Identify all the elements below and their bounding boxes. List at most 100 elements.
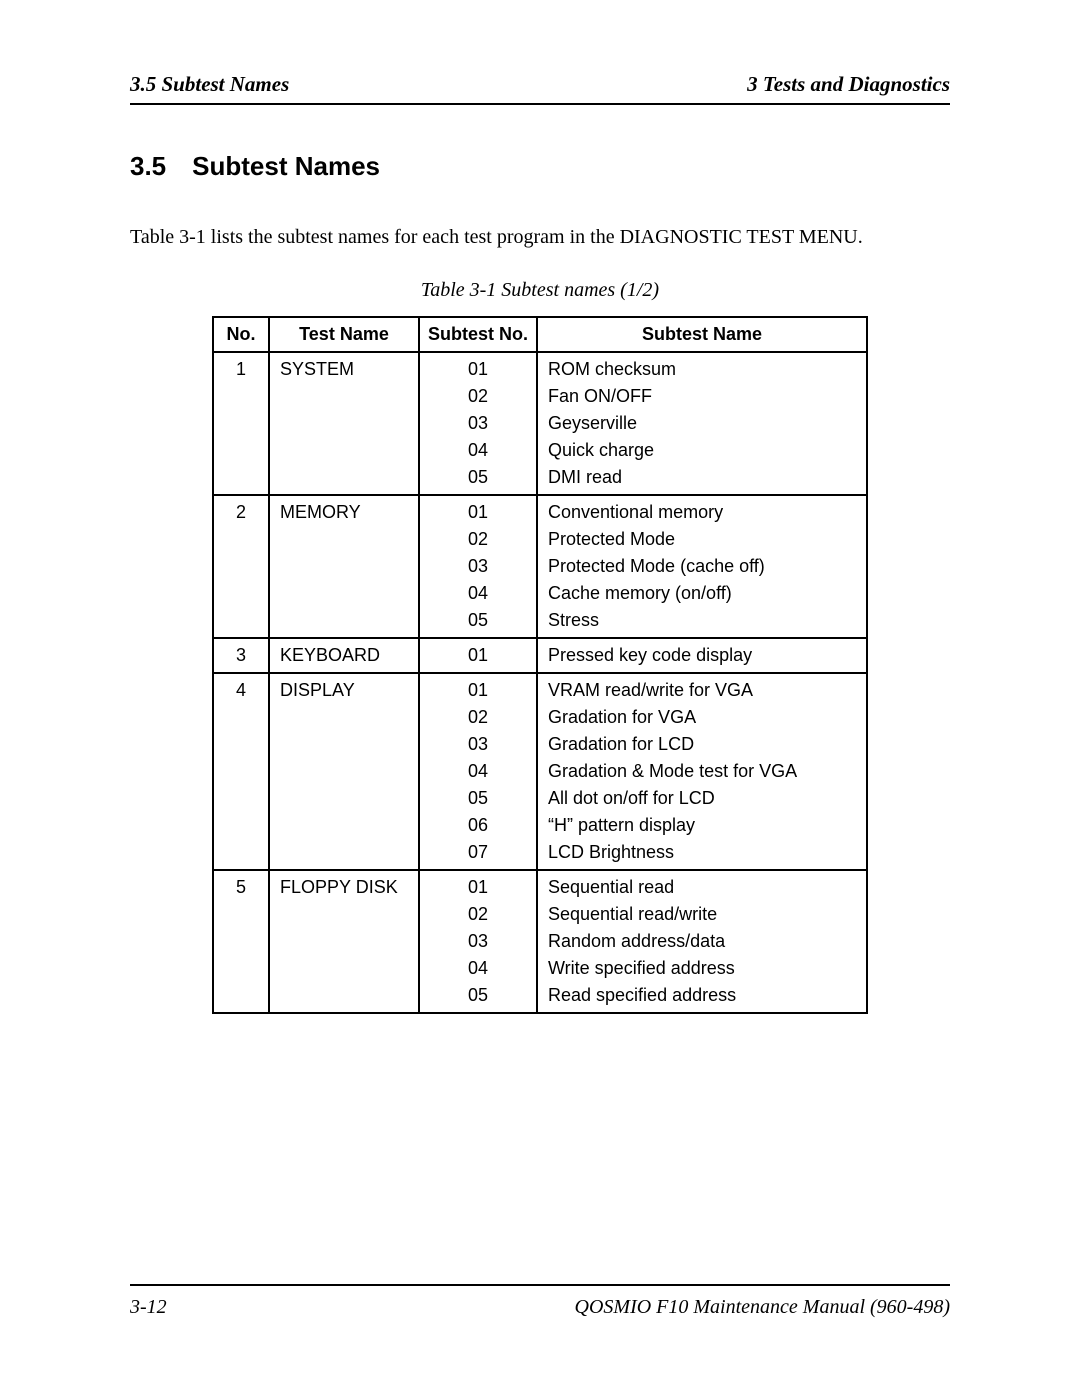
table-row: 04Quick charge bbox=[213, 437, 867, 464]
cell-test-name: SYSTEM bbox=[269, 352, 419, 383]
cell-no bbox=[213, 464, 269, 495]
col-header-subname: Subtest Name bbox=[537, 317, 867, 352]
cell-subtest-no: 07 bbox=[419, 839, 537, 870]
cell-subtest-name: Fan ON/OFF bbox=[537, 383, 867, 410]
cell-no bbox=[213, 580, 269, 607]
cell-test-name: DISPLAY bbox=[269, 673, 419, 704]
cell-no: 3 bbox=[213, 638, 269, 673]
cell-subtest-no: 02 bbox=[419, 901, 537, 928]
cell-no bbox=[213, 955, 269, 982]
cell-subtest-no: 03 bbox=[419, 731, 537, 758]
cell-no bbox=[213, 785, 269, 812]
table-row: 5FLOPPY DISK01Sequential read bbox=[213, 870, 867, 901]
cell-subtest-no: 05 bbox=[419, 464, 537, 495]
table-row: 02Protected Mode bbox=[213, 526, 867, 553]
cell-test-name bbox=[269, 464, 419, 495]
cell-subtest-name: Sequential read/write bbox=[537, 901, 867, 928]
cell-no bbox=[213, 383, 269, 410]
table-row: 05All dot on/off for LCD bbox=[213, 785, 867, 812]
table-row: 05DMI read bbox=[213, 464, 867, 495]
cell-test-name bbox=[269, 901, 419, 928]
cell-subtest-no: 01 bbox=[419, 870, 537, 901]
cell-test-name bbox=[269, 410, 419, 437]
cell-subtest-no: 02 bbox=[419, 704, 537, 731]
cell-test-name bbox=[269, 580, 419, 607]
cell-test-name bbox=[269, 955, 419, 982]
table-row: 3KEYBOARD01Pressed key code display bbox=[213, 638, 867, 673]
table-row: 02Sequential read/write bbox=[213, 901, 867, 928]
cell-subtest-no: 02 bbox=[419, 383, 537, 410]
cell-subtest-name: Gradation for LCD bbox=[537, 731, 867, 758]
cell-subtest-name: Gradation & Mode test for VGA bbox=[537, 758, 867, 785]
cell-subtest-name: Protected Mode bbox=[537, 526, 867, 553]
cell-subtest-no: 03 bbox=[419, 553, 537, 580]
cell-test-name bbox=[269, 839, 419, 870]
cell-no bbox=[213, 704, 269, 731]
cell-no bbox=[213, 758, 269, 785]
subtest-table: No. Test Name Subtest No. Subtest Name 1… bbox=[212, 316, 868, 1014]
cell-test-name bbox=[269, 758, 419, 785]
cell-subtest-name: “H” pattern display bbox=[537, 812, 867, 839]
cell-subtest-name: Quick charge bbox=[537, 437, 867, 464]
cell-no bbox=[213, 982, 269, 1013]
cell-subtest-no: 03 bbox=[419, 928, 537, 955]
cell-subtest-no: 05 bbox=[419, 607, 537, 638]
cell-subtest-no: 05 bbox=[419, 785, 537, 812]
cell-test-name bbox=[269, 704, 419, 731]
cell-subtest-no: 01 bbox=[419, 673, 537, 704]
running-header-left: 3.5 Subtest Names bbox=[130, 72, 289, 97]
page: 3.5 Subtest Names 3 Tests and Diagnostic… bbox=[0, 0, 1080, 1014]
cell-subtest-no: 05 bbox=[419, 982, 537, 1013]
table-row: 02Gradation for VGA bbox=[213, 704, 867, 731]
table-row: 05Stress bbox=[213, 607, 867, 638]
col-header-no: No. bbox=[213, 317, 269, 352]
cell-test-name bbox=[269, 383, 419, 410]
cell-test-name bbox=[269, 982, 419, 1013]
table-row: 1SYSTEM01ROM checksum bbox=[213, 352, 867, 383]
cell-subtest-name: Read specified address bbox=[537, 982, 867, 1013]
cell-subtest-no: 04 bbox=[419, 955, 537, 982]
cell-no: 5 bbox=[213, 870, 269, 901]
section-number: 3.5 bbox=[130, 151, 166, 181]
footer-manual-title: QOSMIO F10 Maintenance Manual (960-498) bbox=[575, 1296, 950, 1319]
cell-subtest-name: Protected Mode (cache off) bbox=[537, 553, 867, 580]
cell-subtest-name: VRAM read/write for VGA bbox=[537, 673, 867, 704]
table-row: 06“H” pattern display bbox=[213, 812, 867, 839]
cell-subtest-name: Write specified address bbox=[537, 955, 867, 982]
cell-test-name: FLOPPY DISK bbox=[269, 870, 419, 901]
table-row: 03Random address/data bbox=[213, 928, 867, 955]
cell-no bbox=[213, 607, 269, 638]
table-row: 07LCD Brightness bbox=[213, 839, 867, 870]
cell-subtest-name: Pressed key code display bbox=[537, 638, 867, 673]
cell-subtest-name: Gradation for VGA bbox=[537, 704, 867, 731]
table-row: 04Gradation & Mode test for VGA bbox=[213, 758, 867, 785]
cell-test-name: KEYBOARD bbox=[269, 638, 419, 673]
cell-subtest-no: 01 bbox=[419, 352, 537, 383]
cell-test-name bbox=[269, 553, 419, 580]
cell-subtest-name: Geyserville bbox=[537, 410, 867, 437]
col-header-testname: Test Name bbox=[269, 317, 419, 352]
cell-no bbox=[213, 901, 269, 928]
cell-subtest-name: Stress bbox=[537, 607, 867, 638]
cell-subtest-name: Sequential read bbox=[537, 870, 867, 901]
cell-test-name bbox=[269, 437, 419, 464]
cell-subtest-name: All dot on/off for LCD bbox=[537, 785, 867, 812]
cell-subtest-no: 02 bbox=[419, 526, 537, 553]
cell-subtest-no: 01 bbox=[419, 495, 537, 526]
cell-no bbox=[213, 839, 269, 870]
cell-test-name bbox=[269, 526, 419, 553]
running-footer: 3-12 QOSMIO F10 Maintenance Manual (960-… bbox=[130, 1284, 950, 1319]
cell-no: 4 bbox=[213, 673, 269, 704]
intro-paragraph: Table 3-1 lists the subtest names for ea… bbox=[130, 224, 950, 251]
cell-no bbox=[213, 731, 269, 758]
cell-no bbox=[213, 553, 269, 580]
cell-subtest-name: LCD Brightness bbox=[537, 839, 867, 870]
cell-subtest-no: 06 bbox=[419, 812, 537, 839]
cell-subtest-no: 04 bbox=[419, 580, 537, 607]
table-row: 03Geyserville bbox=[213, 410, 867, 437]
cell-subtest-no: 03 bbox=[419, 410, 537, 437]
running-header: 3.5 Subtest Names 3 Tests and Diagnostic… bbox=[130, 72, 950, 105]
cell-subtest-name: Cache memory (on/off) bbox=[537, 580, 867, 607]
cell-no: 1 bbox=[213, 352, 269, 383]
cell-subtest-no: 04 bbox=[419, 437, 537, 464]
